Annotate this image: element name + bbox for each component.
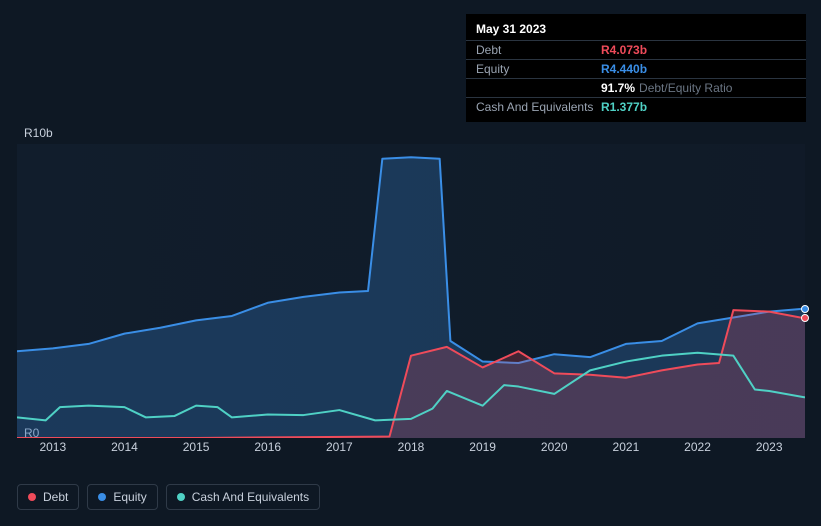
series-end-marker xyxy=(801,314,809,322)
tooltip-row-value: 91.7%Debt/Equity Ratio xyxy=(601,81,732,95)
tooltip-row-suffix: Debt/Equity Ratio xyxy=(639,81,732,95)
x-tick: 2021 xyxy=(613,440,640,454)
legend-dot-icon xyxy=(177,493,185,501)
tooltip-row-label: Equity xyxy=(476,62,601,76)
summary-tooltip: May 31 2023 DebtR4.073bEquityR4.440b91.7… xyxy=(466,14,806,122)
x-tick: 2017 xyxy=(326,440,353,454)
legend-item-equity[interactable]: Equity xyxy=(87,484,157,510)
legend-item-label: Debt xyxy=(43,490,68,504)
tooltip-row-value: R1.377b xyxy=(601,100,647,114)
x-tick: 2023 xyxy=(756,440,783,454)
legend-item-debt[interactable]: Debt xyxy=(17,484,79,510)
tooltip-row-label xyxy=(476,81,601,95)
tooltip-row: 91.7%Debt/Equity Ratio xyxy=(466,78,806,97)
chart-svg xyxy=(17,144,805,438)
tooltip-row-value: R4.440b xyxy=(601,62,647,76)
tooltip-row: DebtR4.073b xyxy=(466,40,806,59)
x-tick: 2018 xyxy=(398,440,425,454)
y-axis-max-label: R10b xyxy=(24,126,53,140)
chart-plot-area[interactable] xyxy=(17,144,805,438)
tooltip-date: May 31 2023 xyxy=(466,20,806,40)
tooltip-row-value: R4.073b xyxy=(601,43,647,57)
legend-item-label: Equity xyxy=(113,490,146,504)
tooltip-row: EquityR4.440b xyxy=(466,59,806,78)
x-tick: 2014 xyxy=(111,440,138,454)
tooltip-row-label: Debt xyxy=(476,43,601,57)
x-tick: 2015 xyxy=(183,440,210,454)
tooltip-row-label: Cash And Equivalents xyxy=(476,100,601,114)
legend-item-cash-and-equivalents[interactable]: Cash And Equivalents xyxy=(166,484,320,510)
x-tick: 2019 xyxy=(469,440,496,454)
x-tick: 2013 xyxy=(39,440,66,454)
x-tick: 2016 xyxy=(254,440,281,454)
legend-dot-icon xyxy=(98,493,106,501)
tooltip-row: Cash And EquivalentsR1.377b xyxy=(466,97,806,116)
x-tick: 2020 xyxy=(541,440,568,454)
series-end-marker xyxy=(801,305,809,313)
legend: Debt Equity Cash And Equivalents xyxy=(17,484,320,510)
legend-dot-icon xyxy=(28,493,36,501)
legend-item-label: Cash And Equivalents xyxy=(192,490,309,504)
x-tick: 2022 xyxy=(684,440,711,454)
